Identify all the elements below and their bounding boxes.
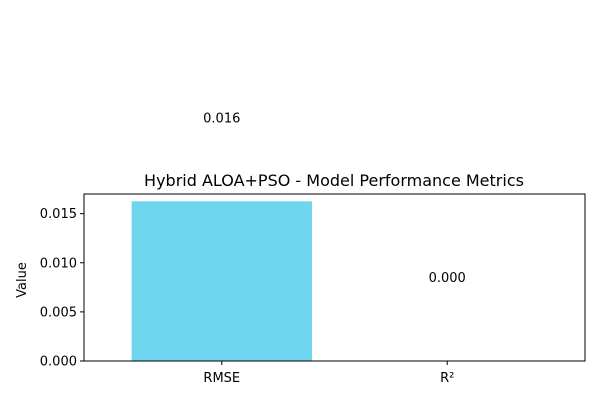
y-tick-label: 0.010 — [40, 256, 77, 271]
bar-rmse — [131, 201, 312, 361]
y-tick-label: 0.015 — [40, 207, 77, 222]
plot-area: 0.000 0.005 0.010 0.015 RMSE 0.016 R² 0.000 — [40, 111, 466, 386]
y-tick-label: 0.000 — [40, 355, 77, 370]
x-tick-label: R² — [440, 371, 454, 386]
data-label: 0.016 — [203, 111, 240, 126]
plot-frame — [83, 193, 586, 362]
y-axis-label: Value — [15, 262, 30, 298]
data-label: 0.000 — [429, 271, 466, 286]
chart-title: Hybrid ALOA+PSO - Model Performance Metr… — [144, 171, 524, 190]
x-tick-label: RMSE — [203, 371, 240, 386]
y-tick-label: 0.005 — [40, 305, 77, 320]
